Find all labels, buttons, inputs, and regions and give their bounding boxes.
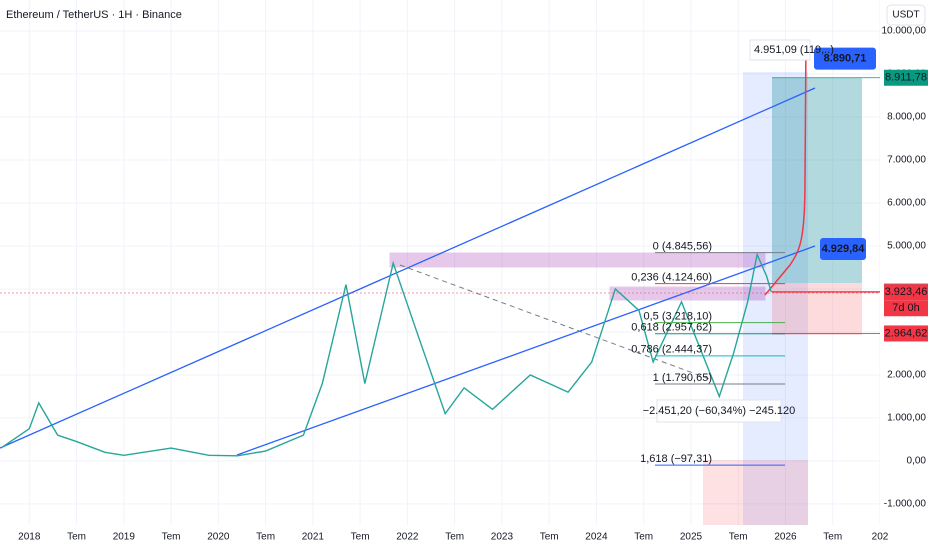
callout-label: 4.929,84 <box>822 243 866 255</box>
axes: -1.000,000,001.000,002.000,003.000,004.0… <box>18 26 928 543</box>
long-zone <box>743 72 808 525</box>
fib-label: 1,618 (−97,31) <box>640 453 712 465</box>
callout-box <box>814 47 876 70</box>
fib-label: 0,786 (2.444,37) <box>631 344 712 356</box>
price-tag <box>884 284 928 301</box>
price-tag-label: 8.911,78 <box>885 72 927 84</box>
price-tag-label: 2.964,62 <box>885 327 928 339</box>
projection <box>764 39 807 296</box>
x-tick-label: Tem <box>162 532 181 543</box>
note: 4.951,09 (119,..) <box>754 44 834 56</box>
fib-label: 0,5 (3.218,10) <box>644 310 713 322</box>
note: −2.451,20 (−60,34%) −245.120 <box>643 405 796 417</box>
resistance-box <box>609 286 766 301</box>
grid <box>0 0 881 525</box>
y-tick-label: -1.000,00 <box>884 499 927 510</box>
x-tick-label: Tem <box>67 532 86 543</box>
y-tick-label: 7.000,00 <box>887 155 926 166</box>
countdown-tag <box>884 300 928 317</box>
plot: 0 (4.845,56) 0,236 (4.124,60) 0,5 (3.218,1… <box>0 39 880 466</box>
stop-zone <box>772 283 862 335</box>
currency[interactable]: USDT <box>892 10 919 21</box>
price-tag <box>884 69 928 86</box>
callout-box <box>820 237 866 260</box>
price-axis <box>880 0 932 550</box>
fib-label: 0 (4.845,56) <box>653 240 712 252</box>
callout-label: 8.890,71 <box>824 53 867 65</box>
price-tag-label: 3.923,46 <box>885 286 928 298</box>
fib-label: 1 (1.790,65) <box>653 372 712 384</box>
price-tag <box>884 325 928 342</box>
x-tick-label: 2020 <box>207 532 230 543</box>
y-tick-label: 6.000,00 <box>887 198 926 209</box>
trend-line <box>0 87 816 449</box>
risk-zone <box>703 460 808 525</box>
x-tick-label: Tem <box>540 532 559 543</box>
x-tick-label: 2019 <box>113 532 136 543</box>
note-box <box>656 399 782 423</box>
x-tick-label: 202 <box>872 532 889 543</box>
chart-title: Ethereum / TetherUS · 1H · Binance <box>6 9 182 21</box>
y-tick-label: 2.000,00 <box>887 370 926 381</box>
note-box <box>749 39 811 61</box>
x-tick-label: Tem <box>256 532 275 543</box>
x-tick-label: Tem <box>823 532 842 543</box>
fib-label: 0,236 (4.124,60) <box>631 271 712 283</box>
y-tick-label: 8.000,00 <box>887 112 926 123</box>
x-tick-label: 2024 <box>585 532 608 543</box>
x-tick-label: 2018 <box>18 532 41 543</box>
y-tick-label: 0,00 <box>907 456 927 467</box>
x-tick-label: Tem <box>445 532 464 543</box>
countdown: 7d 0h <box>892 302 920 314</box>
currency-button[interactable] <box>886 4 926 26</box>
resistance-box <box>389 252 766 268</box>
dashed-line <box>399 264 713 381</box>
x-tick-label: Tem <box>634 532 653 543</box>
x-tick-label: Tem <box>729 532 748 543</box>
x-tick-label: 2021 <box>302 532 325 543</box>
trend-line <box>236 245 816 456</box>
y-tick-label: 10.000,00 <box>882 26 927 37</box>
y-tick-label: 5.000,00 <box>887 241 926 252</box>
x-tick-label: 2022 <box>396 532 419 543</box>
price-line <box>0 252 772 457</box>
x-tick-label: 2025 <box>680 532 703 543</box>
x-tick-label: Tem <box>351 532 370 543</box>
fib-label: 0,618 (2.957,62) <box>631 322 712 334</box>
x-tick-label: 2026 <box>774 532 797 543</box>
y-tick-label: 1.000,00 <box>887 413 926 424</box>
time-axis <box>0 525 932 550</box>
x-tick-label: 2023 <box>491 532 514 543</box>
